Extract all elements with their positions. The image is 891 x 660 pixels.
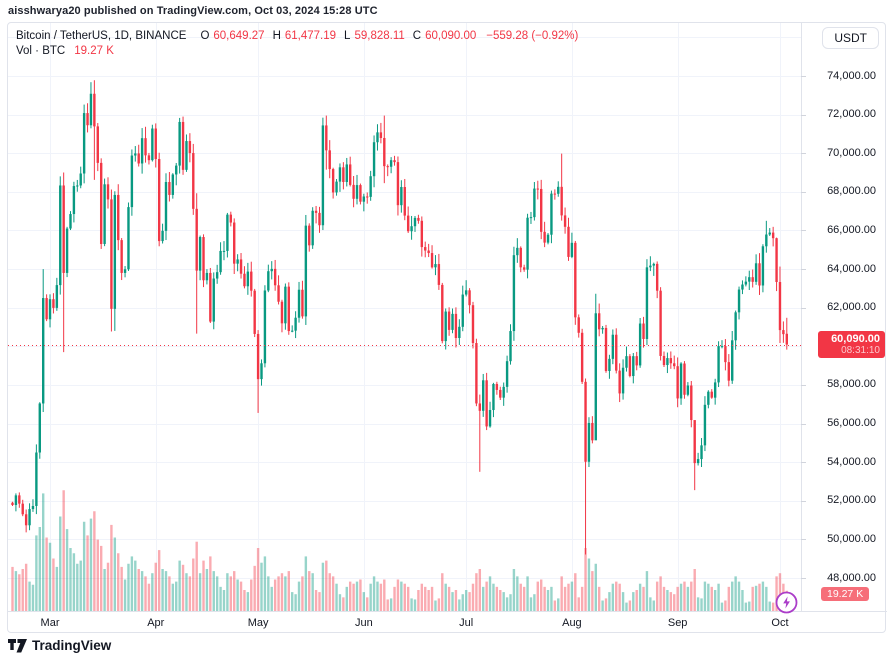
open-label: O	[200, 30, 210, 42]
y-axis-label: 74,000.00	[827, 69, 876, 82]
x-axis-label: Apr	[147, 617, 165, 629]
y-axis-label: 48,000.00	[827, 571, 876, 584]
y-axis-label: 50,000.00	[827, 532, 876, 545]
boost-button[interactable]	[775, 591, 798, 614]
x-axis-label: Jun	[354, 617, 373, 629]
tradingview-logo-icon	[8, 638, 27, 652]
change-value: −559.28 (−0.92%)	[486, 30, 579, 42]
last-price-badge: 60,090.00 08:31:10	[818, 331, 885, 358]
open-value: 60,649.27	[213, 30, 265, 42]
lightning-icon	[775, 591, 798, 614]
close-value: 60,090.00	[425, 30, 477, 42]
chart-legend: Bitcoin / TetherUS, 1D, BINANCE O 60,649.…	[16, 29, 578, 59]
x-axis-label: Jul	[459, 617, 474, 629]
x-axis-label: May	[247, 617, 269, 629]
y-axis-label: 66,000.00	[827, 223, 876, 236]
last-price-value: 60,090.00	[831, 333, 880, 345]
symbol-title: Bitcoin / TetherUS, 1D, BINANCE	[16, 30, 187, 42]
y-axis-label: 54,000.00	[827, 455, 876, 468]
y-axis-label: 56,000.00	[827, 417, 876, 430]
legend-row-symbol: Bitcoin / TetherUS, 1D, BINANCE O 60,649.…	[16, 29, 578, 44]
x-axis-label: Mar	[40, 617, 60, 629]
low-label: L	[344, 30, 351, 42]
volume-value: 19.27 K	[74, 45, 114, 57]
currency-toggle-button[interactable]: USDT	[822, 27, 879, 49]
y-axis-label: 68,000.00	[827, 185, 876, 198]
y-axis-label: 58,000.00	[827, 378, 876, 391]
x-axis-label: Sep	[667, 617, 688, 629]
y-axis-label: 70,000.00	[827, 146, 876, 159]
x-axis-label: Aug	[562, 617, 582, 629]
y-axis-label: 64,000.00	[827, 262, 876, 275]
high-value: 61,477.19	[284, 30, 337, 42]
chart-card: Bitcoin / TetherUS, 1D, BINANCE O 60,649.…	[7, 22, 887, 633]
y-axis-label: 52,000.00	[827, 494, 876, 507]
legend-row-volume: Vol · BTC 19.27 K	[16, 44, 578, 59]
tradingview-brand-link[interactable]: TradingView	[32, 638, 112, 653]
bar-countdown: 08:31:10	[841, 345, 880, 356]
attribution-line: aisshwarya20 published on TradingView.co…	[8, 5, 378, 17]
x-axis-label: Oct	[771, 617, 789, 629]
volume-axis-badge: 19.27 K	[821, 587, 870, 601]
high-label: H	[272, 30, 281, 42]
y-axis-label: 72,000.00	[827, 108, 876, 121]
close-label: C	[412, 30, 422, 42]
low-value: 59,828.11	[354, 30, 405, 42]
price-chart-canvas[interactable]	[8, 23, 887, 612]
volume-label: Vol · BTC	[16, 45, 66, 57]
y-axis-label: 62,000.00	[827, 301, 876, 314]
footer: TradingView	[8, 638, 111, 653]
